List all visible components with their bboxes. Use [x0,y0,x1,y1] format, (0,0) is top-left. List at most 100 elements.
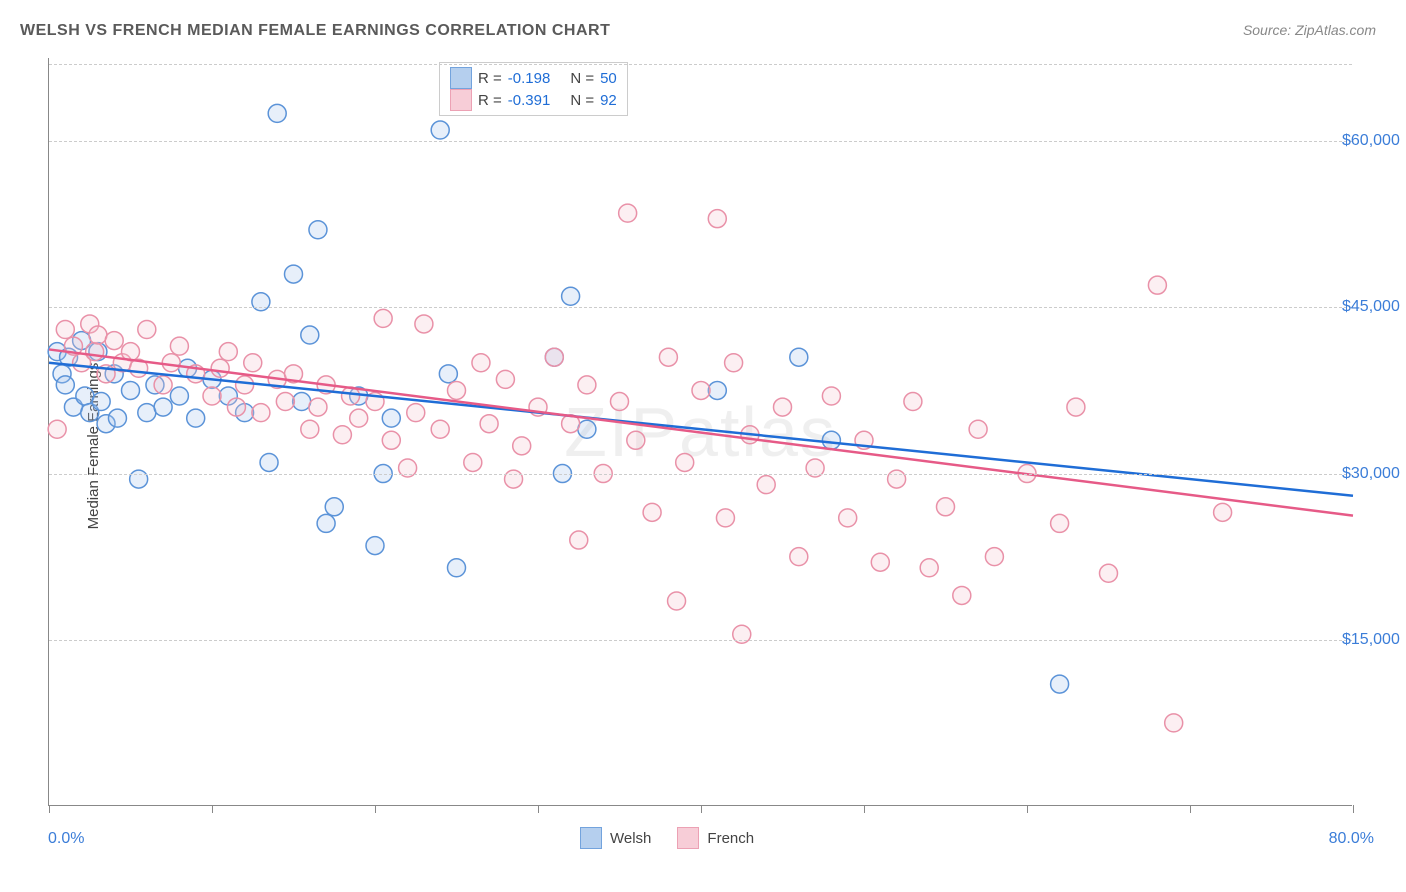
data-point [1148,276,1166,294]
data-point [904,393,922,411]
data-point [219,343,237,361]
data-point [570,531,588,549]
plot-area: ZIPatlas R = -0.198 N = 50 R = -0.391 N … [48,58,1352,806]
data-point [309,398,327,416]
data-point [366,537,384,555]
data-point [382,409,400,427]
data-point [1165,714,1183,732]
x-max-label: 80.0% [1329,830,1374,848]
data-point [89,326,107,344]
data-point [839,509,857,527]
data-point [154,376,172,394]
bottom-legend-item: Welsh [580,827,651,849]
data-point [668,592,686,610]
data-point [268,104,286,122]
data-point [187,409,205,427]
data-point [170,387,188,405]
data-point [822,431,840,449]
data-point [480,415,498,433]
scatter-svg [49,58,1352,805]
data-point [643,503,661,521]
data-point [154,398,172,416]
data-point [448,381,466,399]
data-point [382,431,400,449]
x-tick [1027,805,1028,813]
data-point [716,509,734,527]
data-point [56,320,74,338]
data-point [92,393,110,411]
data-point [293,393,311,411]
r-label: R = [478,70,502,87]
gridline [49,141,1352,142]
legend-label: French [707,830,754,847]
data-point [985,548,1003,566]
x-min-label: 0.0% [48,830,84,848]
chart-title: WELSH VS FRENCH MEDIAN FEMALE EARNINGS C… [20,22,610,40]
data-point [301,420,319,438]
legend-swatch [677,827,699,849]
r-value: -0.198 [508,70,551,87]
data-point [407,404,425,422]
n-label: N = [570,70,594,87]
x-tick [701,805,702,813]
data-point [708,210,726,228]
source-attribution: Source: ZipAtlas.com [1243,22,1376,38]
data-point [48,420,66,438]
data-point [138,320,156,338]
data-point [56,376,74,394]
data-point [1051,675,1069,693]
data-point [513,437,531,455]
data-point [122,381,140,399]
data-point [676,453,694,471]
data-point [708,381,726,399]
data-point [659,348,677,366]
data-point [170,337,188,355]
data-point [431,420,449,438]
x-tick [1353,805,1354,813]
data-point [317,514,335,532]
data-point [431,121,449,139]
y-tick-label: $60,000 [1342,132,1406,150]
data-point [105,332,123,350]
data-point [76,387,94,405]
data-point [969,420,987,438]
legend-swatch [580,827,602,849]
gridline [49,640,1352,641]
data-point [464,453,482,471]
data-point [333,426,351,444]
data-point [244,354,262,372]
data-point [162,354,180,372]
x-tick [212,805,213,813]
data-point [562,287,580,305]
data-point [578,420,596,438]
data-point [920,559,938,577]
y-tick-label: $30,000 [1342,465,1406,483]
bottom-legend-item: French [677,827,754,849]
gridline [49,307,1352,308]
data-point [260,453,278,471]
stats-legend-row: R = -0.391 N = 92 [450,89,617,111]
data-point [790,348,808,366]
data-point [1214,503,1232,521]
bottom-legend: Welsh French [580,827,754,849]
legend-swatch [450,89,472,111]
data-point [439,365,457,383]
data-point [236,376,254,394]
x-tick [538,805,539,813]
legend-label: Welsh [610,830,651,847]
data-point [108,409,126,427]
chart-container: WELSH VS FRENCH MEDIAN FEMALE EARNINGS C… [0,0,1406,892]
data-point [1067,398,1085,416]
data-point [1100,564,1118,582]
y-tick-label: $15,000 [1342,631,1406,649]
data-point [496,370,514,388]
data-point [937,498,955,516]
data-point [725,354,743,372]
data-point [448,559,466,577]
data-point [871,553,889,571]
data-point [138,404,156,422]
x-tick [375,805,376,813]
data-point [211,359,229,377]
data-point [757,476,775,494]
data-point [276,393,294,411]
